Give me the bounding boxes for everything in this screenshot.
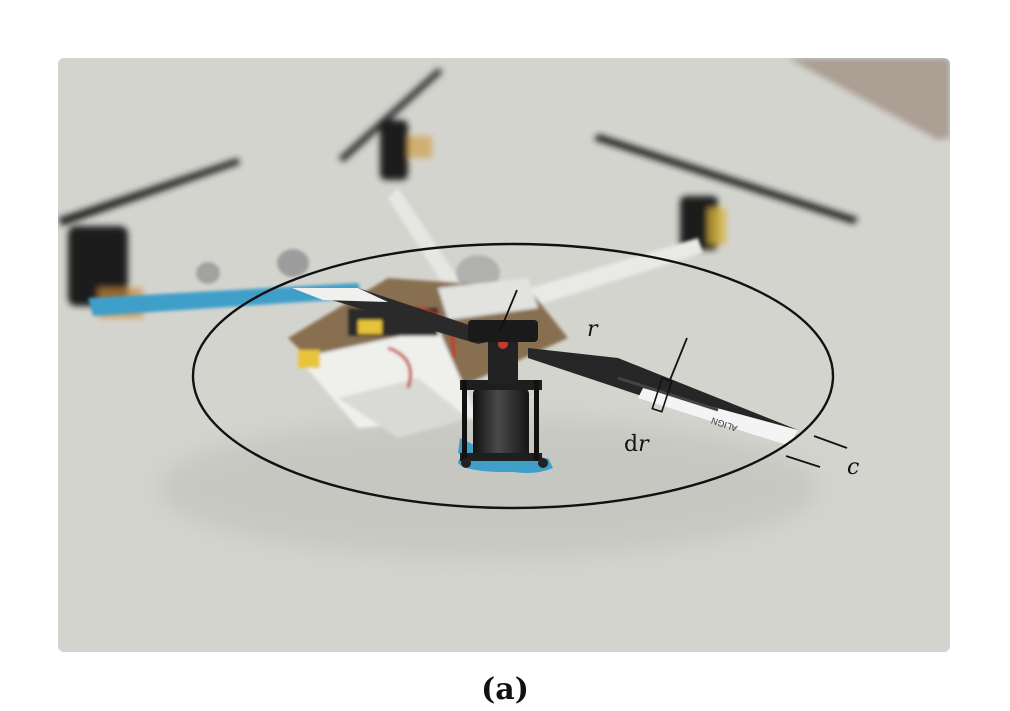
radius-tick [499,289,518,332]
front-motor [458,336,553,473]
element-label: dr [624,432,650,457]
rotor-right [594,134,858,250]
radius-label: r [587,317,599,342]
figure-caption: (a) [481,672,529,707]
blade-element-strip [651,377,673,413]
photo-frame: ALIGN r dr c [58,58,950,652]
chord-tick-upper [813,435,848,449]
front-blade-left [292,288,498,344]
rotor-disk-outline [191,242,835,510]
rotor-hub [468,320,538,342]
wall-corner [788,58,950,140]
chord-label: c [847,455,859,480]
chord-tick-lower [785,455,821,468]
rotor-back [338,68,443,180]
element-tick [669,337,688,381]
annotation-overlay: r dr c [191,242,859,510]
floor-shadow [158,418,818,558]
